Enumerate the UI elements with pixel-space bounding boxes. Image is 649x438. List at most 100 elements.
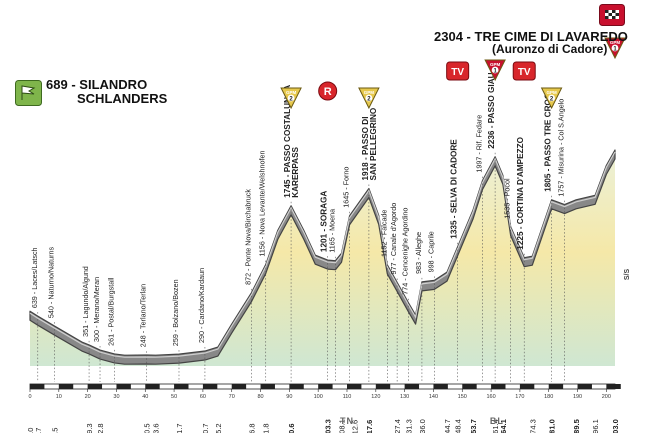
kom-category-label: 1: [493, 68, 497, 74]
sprint-icon-label: R: [324, 86, 332, 98]
place-label: 540 - Naturno/Naturns: [46, 247, 55, 319]
place-label: 1805 - PASSO TRE CROCI: [544, 91, 553, 192]
ruler-segment: [606, 384, 621, 389]
ruler-segment: [404, 384, 420, 389]
start-name-alt: SCHLANDERS: [77, 91, 168, 106]
ruler-tick-label: 90: [286, 394, 292, 400]
start-name: SILANDRO: [79, 77, 148, 92]
ruler-segment: [318, 384, 333, 389]
place-label: 259 - Bolzano/Bozen: [171, 279, 180, 346]
ruler-tick-label: 190: [573, 394, 582, 400]
ruler-segment: [289, 384, 304, 389]
place-label: 1156 - Nova Levante/Welshnofen: [258, 151, 267, 257]
ruler-tick-label: 60: [200, 394, 206, 400]
place-label: KARERPASS: [291, 146, 300, 197]
ruler-segment: [174, 384, 189, 389]
start-altitude: 689: [46, 77, 68, 92]
km-label: 108.1: [338, 419, 347, 433]
place-label: 1645 - Forno: [342, 167, 351, 208]
place-label: 639 - Laces/Latsch: [30, 247, 39, 308]
kom-category-label: 1: [613, 46, 617, 52]
ruler-tick-label: 0: [28, 394, 31, 400]
ruler-segment: [145, 384, 160, 389]
ruler-tick-label: 50: [171, 394, 177, 400]
end-marker-label: S/S: [624, 269, 631, 281]
profile-fill-area: [30, 159, 615, 366]
km-label: 203.0: [611, 419, 620, 433]
km-label: 196.1: [591, 419, 600, 433]
kom-category-dot: [611, 44, 619, 52]
ruler-segment: [202, 384, 218, 389]
km-label: 51.7: [175, 423, 184, 433]
place-label: 1997 - Rif. Fedare: [474, 115, 483, 173]
ruler-tick-label: 160: [486, 394, 495, 400]
place-label: 998 - Caprile: [426, 231, 435, 272]
kom-icon-label: GPM: [610, 40, 621, 45]
ruler-tick-label: 110: [343, 394, 352, 400]
kom-icon-label: GPM: [490, 62, 501, 67]
profile-road-band: [29, 149, 616, 365]
ruler-segment: [231, 384, 247, 389]
ruler-tick-label: 20: [85, 394, 91, 400]
km-label: 189.5: [572, 419, 581, 433]
km-label: 29.3: [85, 423, 94, 433]
ruler-segment: [58, 384, 74, 389]
kom-category-dot: [491, 66, 499, 74]
province-label: TN: [340, 416, 354, 426]
ruler-segment: [116, 384, 131, 389]
finish-separator: -: [466, 29, 471, 44]
km-label: 164.1: [499, 419, 508, 433]
ruler-segment: [30, 384, 45, 389]
kom-category-dot: [287, 94, 295, 102]
ruler-tick-label: 200: [602, 394, 611, 400]
tv-icon-label: TV: [451, 67, 464, 78]
kom-icon-label: GPM: [364, 90, 375, 95]
ruler-segment: [433, 384, 448, 389]
ruler-segment: [577, 384, 592, 389]
ruler-segment: [346, 384, 362, 389]
km-label: 174.3: [528, 419, 537, 433]
ruler-tick-label: 150: [458, 394, 467, 400]
finish-altitude: 2304: [434, 29, 463, 44]
km-label: 161.4: [491, 419, 500, 433]
place-label: 1152 - Falcade: [379, 210, 388, 257]
place-label: 1165 - Moena: [327, 209, 336, 253]
kom-category-dot: [548, 94, 556, 102]
ruler-segment: [87, 384, 103, 389]
km-label: 131.3: [404, 419, 413, 433]
ruler-segment: [519, 384, 535, 389]
place-label: 248 - Terlano/Terlan: [139, 284, 148, 347]
place-label: 1335 - SELVA DI CADORE: [450, 139, 459, 239]
profile-road-highlight: [29, 151, 616, 358]
km-label: 181.0: [548, 419, 557, 433]
ruler-tick-label: 70: [229, 394, 235, 400]
start-separator: -: [71, 77, 76, 92]
km-label: 2.7: [34, 428, 43, 433]
km-label: 8.5: [50, 428, 59, 433]
kom-icon-label: GPM: [546, 90, 557, 95]
km-label: 65.2: [214, 423, 223, 433]
km-label: 90.6: [287, 423, 296, 433]
ruler-segment: [260, 384, 275, 389]
km-label: 144.7: [443, 419, 452, 433]
km-label: 40.5: [143, 423, 152, 433]
km-label: 117.6: [365, 420, 374, 433]
km-label: 32.8: [96, 423, 105, 433]
km-label: 153.7: [469, 419, 478, 433]
place-label: 261 - Postal/Burgstall: [106, 277, 115, 346]
ruler-tick-label: 120: [371, 394, 380, 400]
km-label: 60.7: [201, 423, 210, 433]
ruler-tick-label: 80: [257, 394, 263, 400]
sprint-icon: [318, 81, 338, 101]
kom-category-dot: [365, 94, 373, 102]
kom-icon-label: GPM: [286, 90, 297, 95]
tv-icon: [446, 61, 470, 81]
start-flag-icon: [15, 80, 42, 106]
place-label: 983 - Alleghe: [414, 232, 423, 274]
tv-icon-label: TV: [518, 67, 531, 78]
place-label: 1225 - CORTINA D'AMPEZZO: [516, 136, 525, 249]
km-label: 127.4: [393, 419, 402, 433]
finish-flag-icon: [599, 4, 625, 26]
place-label: 1535 - Pocol: [503, 178, 512, 219]
